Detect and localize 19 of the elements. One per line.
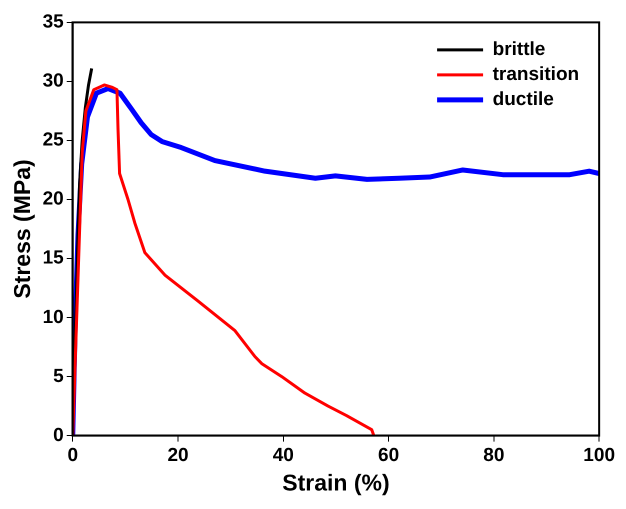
y-tick-label: 35	[42, 12, 64, 33]
x-tick-label: 60	[378, 445, 400, 466]
legend-label: ductile	[492, 89, 554, 110]
y-tick-label: 0	[53, 424, 64, 446]
x-tick-label: 40	[272, 445, 294, 466]
x-tick-label: 0	[67, 445, 78, 466]
y-tick-label: 5	[53, 366, 64, 387]
y-tick-label: 25	[42, 130, 64, 151]
y-tick-label: 20	[42, 188, 64, 210]
y-tick-label: 15	[42, 248, 64, 269]
x-tick-label: 20	[167, 445, 189, 466]
x-tick-label: 80	[483, 445, 504, 466]
y-axis-title: Stress (MPa)	[9, 159, 36, 299]
legend-label: brittle	[492, 39, 546, 60]
legend-label: transition	[492, 64, 580, 86]
y-tick-label: 30	[42, 70, 64, 92]
x-axis-title: Strain (%)	[282, 470, 390, 496]
x-tick-label: 100	[583, 445, 615, 466]
y-tick-label: 10	[42, 306, 64, 328]
